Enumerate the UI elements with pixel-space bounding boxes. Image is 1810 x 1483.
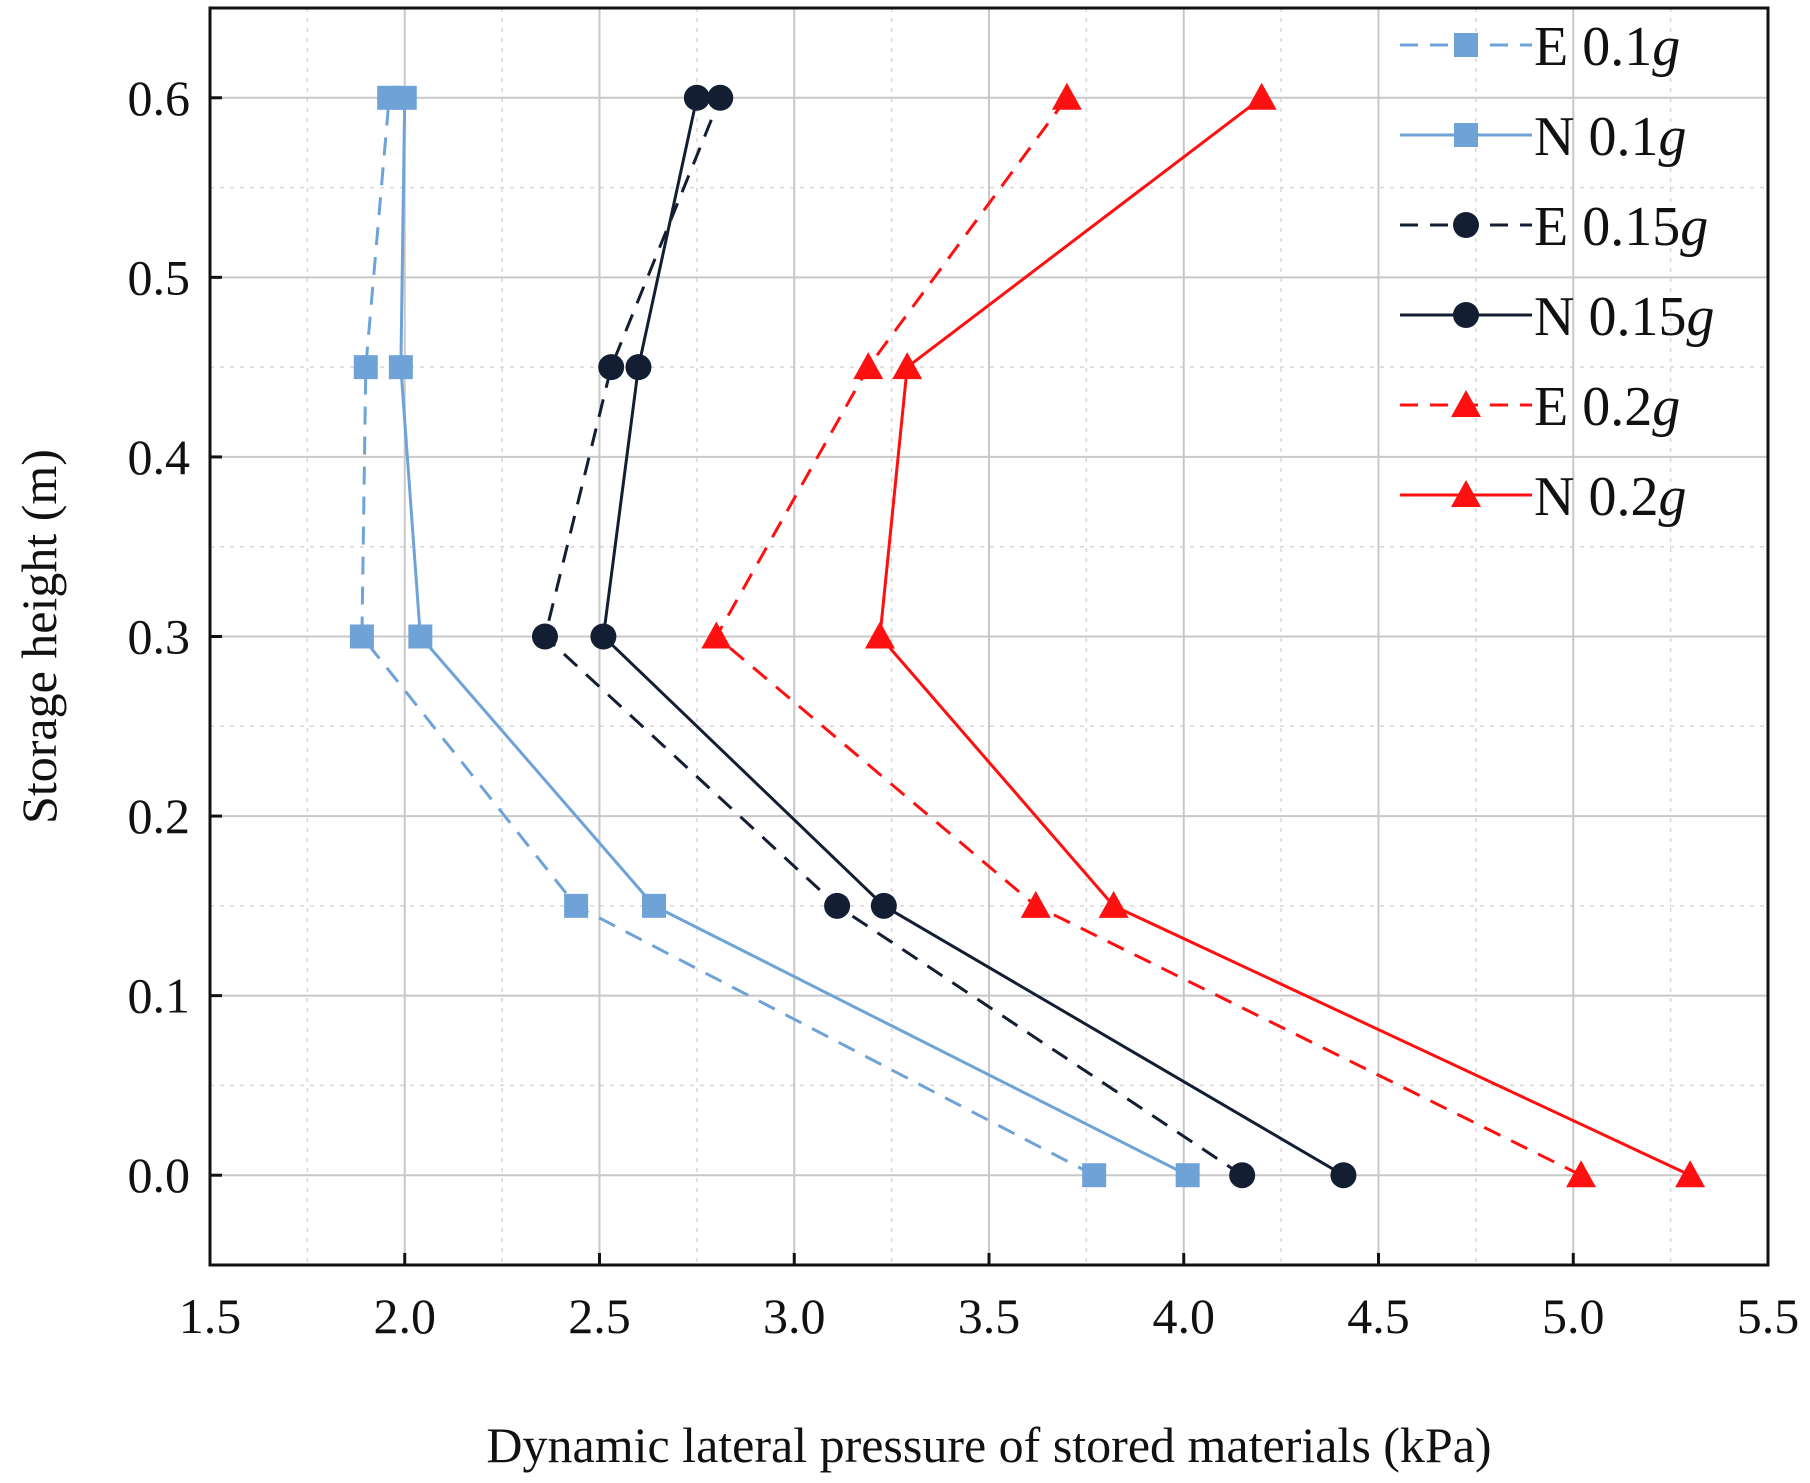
series-n-0.1g xyxy=(388,85,1200,1188)
legend-marker xyxy=(1453,302,1479,328)
y-tick-label: 0.0 xyxy=(128,1147,191,1203)
legend-marker xyxy=(1454,123,1478,147)
data-point xyxy=(392,85,417,110)
data-point xyxy=(707,84,734,111)
data-point xyxy=(864,621,895,649)
data-point xyxy=(1020,890,1051,918)
legend-item: N 0.2g xyxy=(1400,466,1686,528)
data-point xyxy=(353,355,378,380)
series-e-0.15g xyxy=(531,84,1256,1189)
series-n-0.2g xyxy=(864,82,1706,1188)
legend-item: N 0.1g xyxy=(1400,106,1686,168)
legend-marker xyxy=(1451,390,1481,417)
data-point xyxy=(1566,1160,1597,1188)
legend-label: N 0.15g xyxy=(1534,286,1714,348)
legend-marker xyxy=(1451,480,1481,507)
legend-item: E 0.1g xyxy=(1400,16,1680,78)
data-point xyxy=(642,893,667,918)
x-tick-label: 3.5 xyxy=(958,1288,1021,1344)
legend-marker xyxy=(1454,33,1478,57)
data-point xyxy=(531,623,558,650)
series-layer xyxy=(349,82,1706,1189)
x-axis-title: Dynamic lateral pressure of stored mater… xyxy=(486,1417,1491,1473)
legend-item: E 0.2g xyxy=(1400,376,1680,438)
legend-item: E 0.15g xyxy=(1400,196,1708,258)
series-e-0.2g xyxy=(701,82,1597,1188)
data-point xyxy=(388,355,413,380)
x-tick-label: 4.0 xyxy=(1153,1288,1216,1344)
legend-label: E 0.2g xyxy=(1534,376,1680,438)
x-tick-label: 3.0 xyxy=(763,1288,826,1344)
x-tick-label: 2.0 xyxy=(374,1288,437,1344)
data-point xyxy=(349,624,374,649)
legend: E 0.1g N 0.1g E 0.15g N 0.15g E 0.2g N 0.2g xyxy=(1400,16,1714,528)
x-tick-label: 5.0 xyxy=(1542,1288,1605,1344)
data-point xyxy=(1175,1163,1200,1188)
data-point xyxy=(1675,1160,1706,1188)
legend-label: E 0.15g xyxy=(1534,196,1708,258)
y-tick-label: 0.6 xyxy=(128,70,191,126)
x-tick-label: 1.5 xyxy=(179,1288,242,1344)
legend-label: E 0.1g xyxy=(1534,16,1680,78)
series-n-0.15g xyxy=(590,84,1357,1189)
data-point xyxy=(1082,1163,1107,1188)
data-point xyxy=(870,892,897,919)
data-point xyxy=(598,354,625,381)
y-tick-label: 0.1 xyxy=(128,968,191,1024)
data-point xyxy=(1246,82,1277,110)
data-point xyxy=(853,352,884,380)
data-point xyxy=(892,352,923,380)
data-point xyxy=(701,621,732,649)
data-point xyxy=(824,892,851,919)
data-point xyxy=(625,354,652,381)
data-point xyxy=(1051,82,1082,110)
data-point xyxy=(408,624,433,649)
y-tick-label: 0.2 xyxy=(128,788,191,844)
legend-item: N 0.15g xyxy=(1400,286,1714,348)
data-point xyxy=(1330,1162,1357,1189)
grid xyxy=(210,8,1768,1265)
data-point xyxy=(590,623,617,650)
x-tick-label: 2.5 xyxy=(568,1288,631,1344)
data-point xyxy=(1229,1162,1256,1189)
x-tick-label: 4.5 xyxy=(1347,1288,1410,1344)
axis-ticks: 1.5 2.0 2.5 3.0 3.5 4.0 4.5 5.0 5.5 0.0 0.1 0.2 0.3 0… xyxy=(128,70,1800,1344)
legend-label: N 0.1g xyxy=(1534,106,1686,168)
y-axis-title: Storage height (m) xyxy=(11,449,67,824)
legend-marker xyxy=(1453,212,1479,238)
y-tick-label: 0.3 xyxy=(128,609,191,665)
data-point xyxy=(1098,890,1129,918)
y-tick-label: 0.5 xyxy=(128,249,191,305)
y-tick-label: 0.4 xyxy=(128,429,191,485)
legend-label: N 0.2g xyxy=(1534,466,1686,528)
data-point xyxy=(683,84,710,111)
x-tick-label: 5.5 xyxy=(1737,1288,1800,1344)
data-point xyxy=(564,893,589,918)
